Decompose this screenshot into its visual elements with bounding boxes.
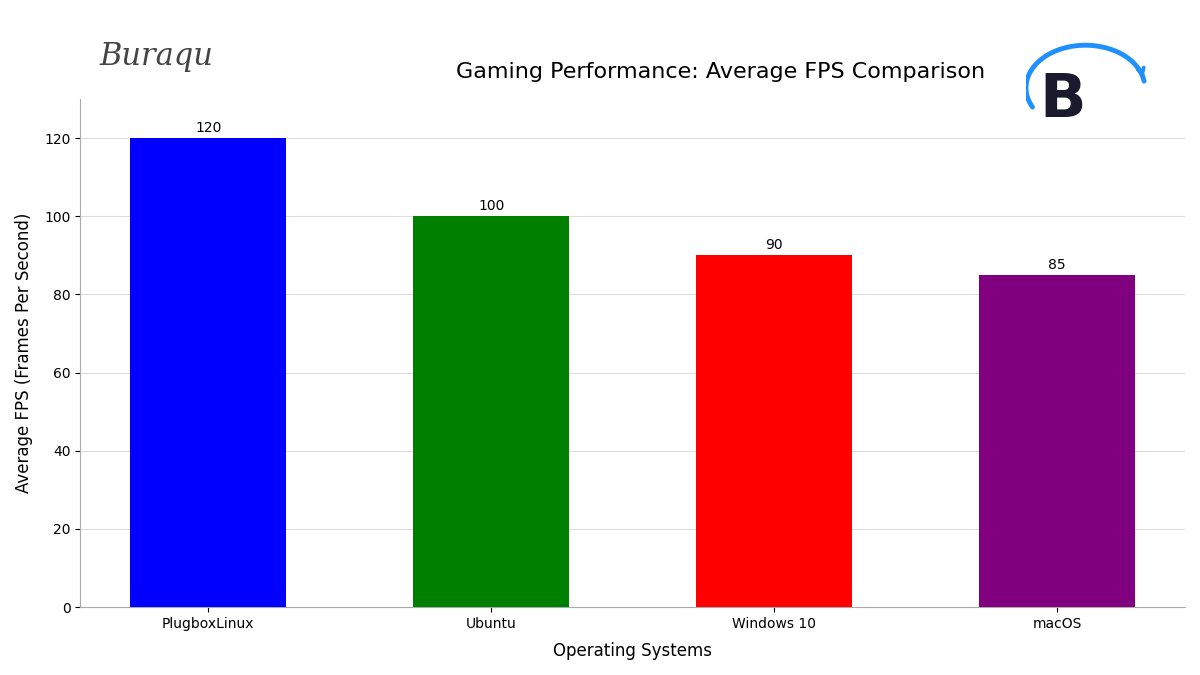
- Title: Gaming Performance: Average FPS Comparison: Gaming Performance: Average FPS Comparis…: [456, 62, 985, 82]
- Bar: [696, 255, 852, 608]
- Text: 90: 90: [766, 238, 782, 252]
- Text: 120: 120: [196, 121, 222, 135]
- Text: 85: 85: [1048, 258, 1066, 272]
- Y-axis label: Average FPS (Frames Per Second): Average FPS (Frames Per Second): [14, 213, 34, 493]
- Bar: [131, 138, 286, 608]
- Bar: [413, 216, 569, 608]
- Text: Buraqu: Buraqu: [100, 40, 212, 72]
- Text: B: B: [1039, 72, 1086, 130]
- Text: 100: 100: [478, 199, 504, 213]
- Bar: [979, 275, 1135, 608]
- X-axis label: Operating Systems: Operating Systems: [553, 642, 712, 660]
